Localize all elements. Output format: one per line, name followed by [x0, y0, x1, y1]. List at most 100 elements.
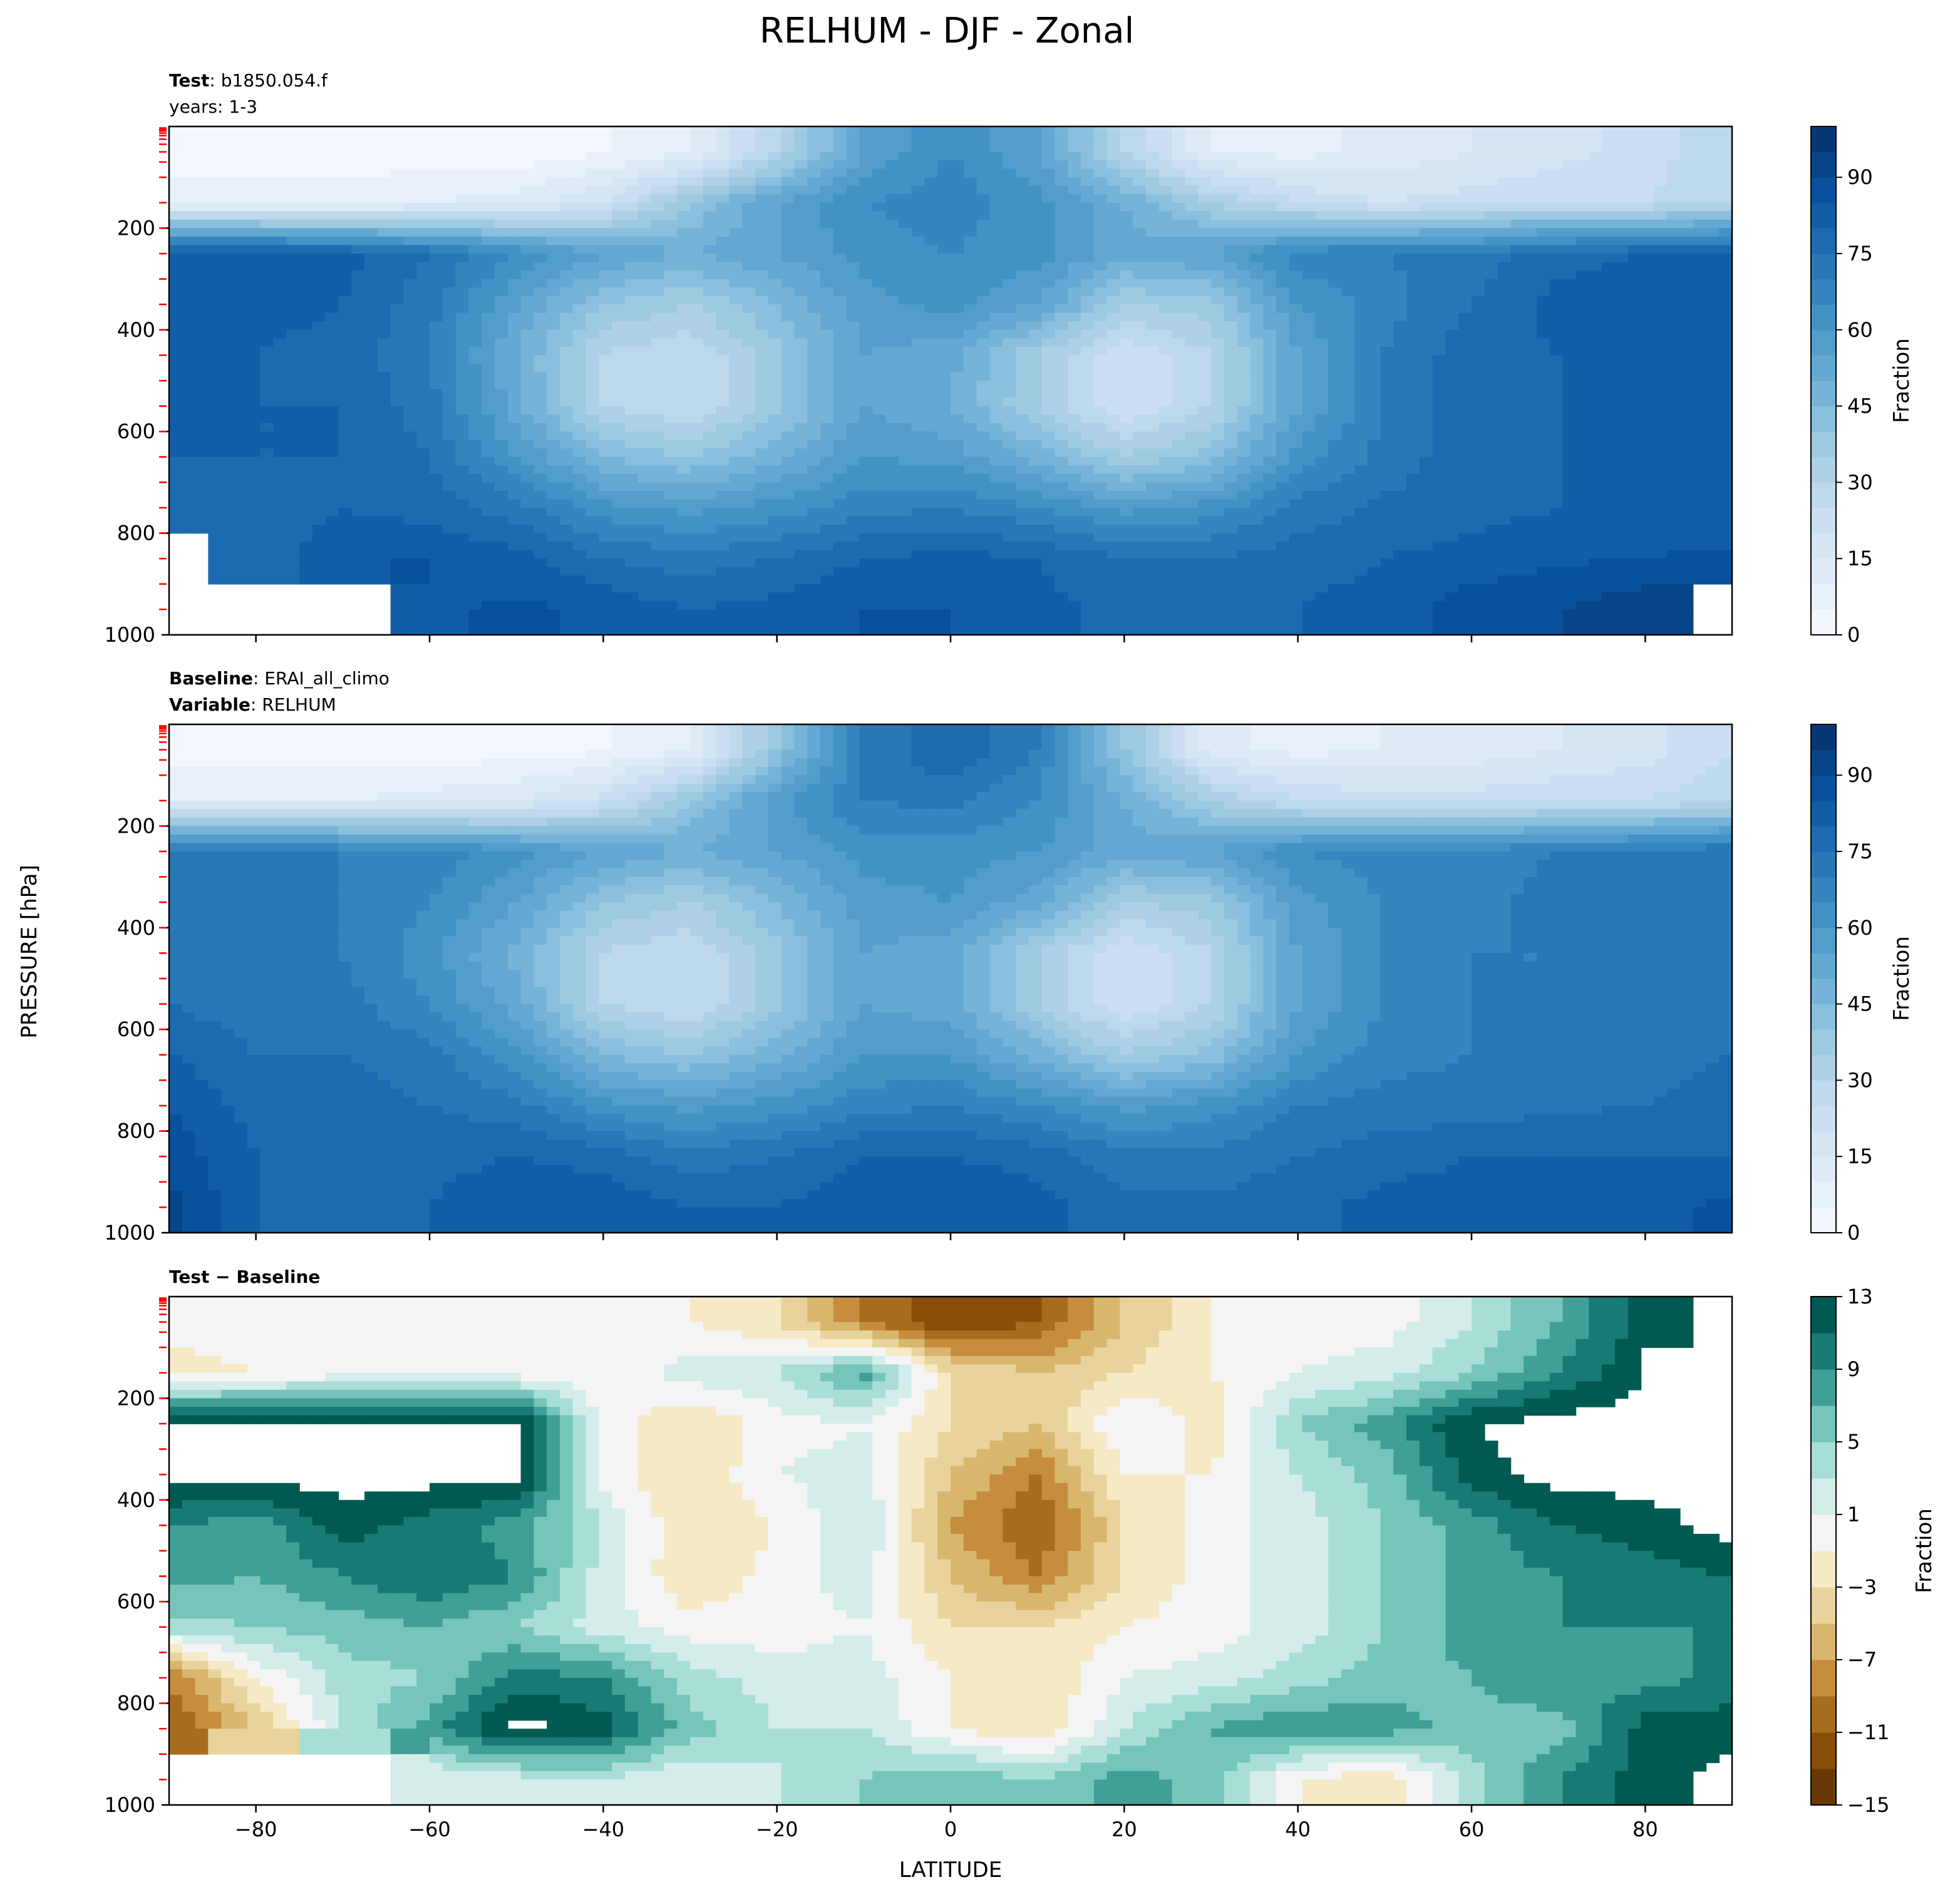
heatmap-cell: [638, 381, 652, 389]
heatmap-cell: [1211, 448, 1225, 457]
heatmap-cell: [937, 389, 951, 398]
heatmap-cell: [1380, 389, 1394, 398]
heatmap-cell: [820, 279, 834, 288]
heatmap-cell: [378, 194, 391, 203]
heatmap-cell: [273, 313, 287, 322]
heatmap-cell: [1563, 465, 1577, 474]
heatmap-cell: [534, 126, 547, 135]
heatmap-cell: [1498, 169, 1512, 178]
heatmap-cell: [326, 177, 339, 186]
heatmap-cell: [1393, 304, 1407, 313]
heatmap-cell: [924, 270, 938, 279]
heatmap-cell: [1315, 126, 1329, 135]
heatmap-cell: [326, 381, 339, 389]
heatmap-cell: [1550, 304, 1564, 313]
heatmap-cell: [1615, 262, 1629, 271]
heatmap-cell: [638, 414, 652, 423]
heatmap-cell: [951, 211, 964, 220]
heatmap-cell: [495, 440, 508, 449]
heatmap-cell: [326, 389, 339, 398]
heatmap-cell: [1263, 254, 1277, 262]
heatmap-cell: [1107, 465, 1121, 474]
heatmap-cell: [247, 347, 261, 356]
heatmap-cell: [326, 414, 339, 423]
heatmap-cell: [690, 186, 704, 195]
heatmap-cell: [1680, 406, 1694, 415]
heatmap-cell: [1250, 465, 1264, 474]
heatmap-cell: [364, 254, 378, 262]
heatmap-cell: [1667, 457, 1681, 466]
heatmap-cell: [677, 313, 691, 322]
heatmap-cell: [1328, 440, 1342, 449]
heatmap-cell: [286, 330, 300, 339]
heatmap-cell: [1445, 321, 1459, 330]
heatmap-cell: [1719, 372, 1733, 381]
heatmap-cell: [1550, 245, 1564, 254]
heatmap-cell: [820, 143, 834, 152]
heatmap-cell: [547, 398, 560, 406]
heatmap-cell: [1510, 270, 1524, 279]
heatmap-cell: [1107, 440, 1121, 449]
heatmap-cell: [1094, 414, 1108, 423]
heatmap-cell: [482, 203, 495, 212]
heatmap-cell: [416, 423, 430, 432]
heatmap-cell: [560, 321, 574, 330]
heatmap-cell: [247, 414, 261, 423]
heatmap-cell: [1289, 321, 1303, 330]
heatmap-cell: [1667, 321, 1681, 330]
heatmap-cell: [430, 414, 443, 423]
heatmap-cell: [1550, 364, 1564, 373]
heatmap-cell: [612, 355, 626, 364]
heatmap-cell: [299, 372, 313, 381]
heatmap-cell: [1628, 237, 1642, 245]
heatmap-cell: [312, 372, 326, 381]
heatmap-cell: [899, 313, 912, 322]
heatmap-cell: [495, 254, 508, 262]
heatmap-cell: [443, 160, 456, 169]
heatmap-cell: [299, 457, 313, 466]
heatmap-cell: [1133, 262, 1147, 271]
heatmap-cell: [495, 160, 508, 169]
heatmap-cell: [1146, 440, 1160, 449]
heatmap-cell: [677, 254, 691, 262]
heatmap-cell: [403, 203, 417, 212]
heatmap-cell: [1498, 152, 1512, 161]
heatmap-cell: [1081, 313, 1095, 322]
heatmap-cell: [1667, 465, 1681, 474]
heatmap-cell: [1550, 186, 1564, 195]
heatmap-cell: [951, 135, 964, 144]
heatmap-cell: [794, 160, 808, 169]
heatmap-cell: [937, 254, 951, 262]
heatmap-cell: [378, 423, 391, 432]
heatmap-cell: [351, 245, 365, 254]
heatmap-cell: [1068, 135, 1081, 144]
heatmap-cell: [1550, 287, 1564, 296]
heatmap-cell: [1341, 398, 1355, 406]
heatmap-cell: [312, 211, 326, 220]
heatmap-cell: [912, 143, 926, 152]
heatmap-cell: [1472, 287, 1485, 296]
heatmap-cell: [1302, 440, 1316, 449]
heatmap-cell: [690, 321, 704, 330]
heatmap-cell: [951, 423, 964, 432]
heatmap-cell: [208, 474, 222, 483]
heatmap-cell: [1524, 304, 1537, 313]
heatmap-cell: [1068, 465, 1081, 474]
heatmap-cell: [742, 431, 756, 440]
heatmap-cell: [1016, 211, 1029, 220]
heatmap-cell: [1537, 338, 1550, 347]
heatmap-cell: [299, 135, 313, 144]
heatmap-cell: [1433, 398, 1447, 406]
heatmap-cell: [351, 423, 365, 432]
heatmap-cell: [1081, 270, 1095, 279]
heatmap-cell: [456, 364, 470, 373]
heatmap-cell: [195, 313, 209, 322]
heatmap-cell: [625, 152, 639, 161]
heatmap-cell: [430, 474, 443, 483]
heatmap-cell: [443, 423, 456, 432]
heatmap-cell: [924, 143, 938, 152]
heatmap-cell: [443, 220, 456, 229]
heatmap-cell: [1693, 465, 1707, 474]
heatmap-cell: [729, 414, 743, 423]
heatmap-cell: [1380, 287, 1394, 296]
